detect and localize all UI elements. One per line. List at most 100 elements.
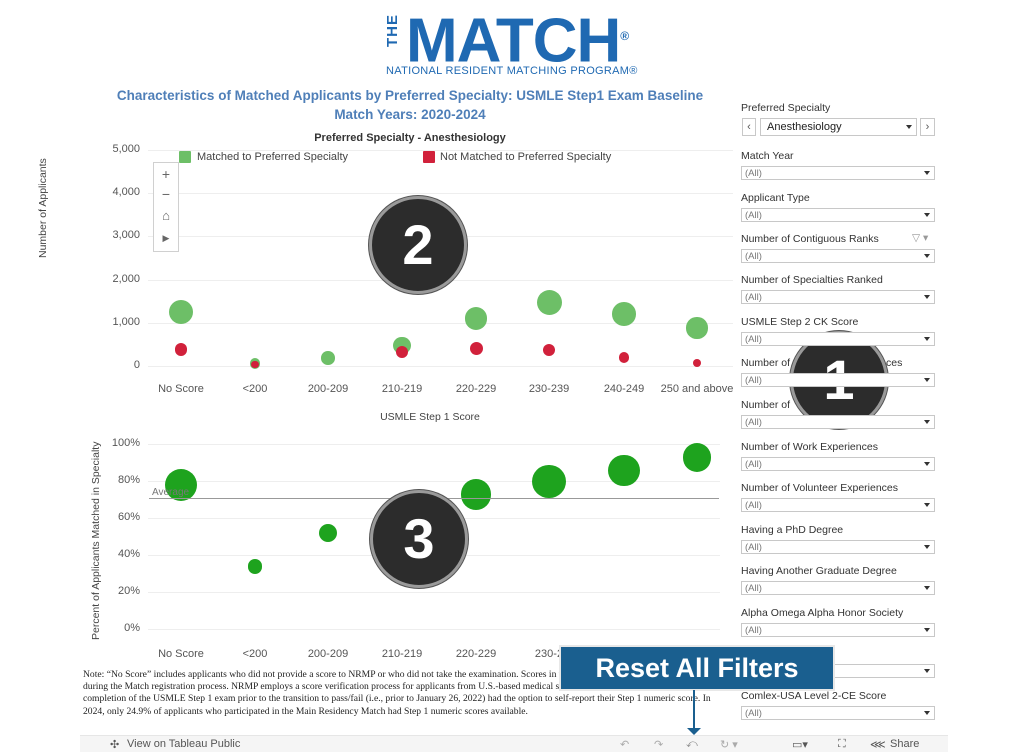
filter-select[interactable]: (All) bbox=[741, 290, 935, 304]
filter-label: Applicant Type bbox=[741, 192, 810, 204]
data-point[interactable] bbox=[251, 360, 259, 369]
filter-select[interactable]: (All) bbox=[741, 706, 935, 720]
data-point[interactable] bbox=[460, 479, 492, 510]
filter-select[interactable]: (All) bbox=[741, 249, 935, 263]
filter-options-icon[interactable]: ▽ ▾ bbox=[912, 232, 929, 244]
filter-label: Number of Specialties Ranked bbox=[741, 274, 883, 286]
chevron-down-icon bbox=[924, 171, 930, 175]
filter-select-value: (All) bbox=[745, 500, 762, 511]
filter-label: Number of bbox=[741, 357, 791, 369]
arrow-down-icon bbox=[693, 690, 695, 734]
match-logo: THE MATCH® NATIONAL RESIDENT MATCHING PR… bbox=[384, 8, 654, 78]
data-point[interactable] bbox=[536, 290, 562, 316]
data-point[interactable] bbox=[612, 302, 636, 326]
x-tick-label: 230-239 bbox=[528, 383, 570, 395]
data-point[interactable] bbox=[532, 464, 566, 499]
average-label: Average bbox=[152, 487, 190, 498]
filter-label: Number of Volunteer Experiences bbox=[741, 482, 899, 494]
data-point[interactable] bbox=[469, 342, 483, 356]
filter-select[interactable]: (All) bbox=[741, 373, 935, 387]
data-point[interactable] bbox=[686, 317, 708, 339]
revert-icon[interactable]: ⤺ bbox=[686, 738, 698, 750]
chevron-down-icon bbox=[924, 628, 930, 632]
filter-label: Number of Contiguous Ranks bbox=[741, 233, 879, 245]
data-point[interactable] bbox=[165, 469, 197, 501]
zoom-out-button[interactable]: − bbox=[161, 186, 171, 202]
filter-select-value: (All) bbox=[745, 334, 762, 345]
filter-select[interactable]: (All) bbox=[741, 623, 935, 637]
y-tick-label: 5,000 bbox=[112, 143, 140, 155]
annotation-badge-3: 3 bbox=[370, 490, 468, 588]
filter-select[interactable]: (All) bbox=[741, 166, 935, 180]
chevron-down-icon bbox=[924, 711, 930, 715]
legend-label-matched: Matched to Preferred Specialty bbox=[197, 151, 349, 163]
data-point[interactable] bbox=[682, 443, 712, 472]
chevron-down-icon bbox=[924, 669, 930, 673]
top-chart-xlabel: USMLE Step 1 Score bbox=[380, 411, 480, 423]
legend-swatch-matched bbox=[179, 151, 191, 163]
preferred-specialty-select[interactable]: Anesthesiology bbox=[760, 118, 917, 136]
data-point[interactable] bbox=[618, 352, 630, 363]
data-point[interactable] bbox=[608, 454, 640, 487]
x-tick-label: 210-219 bbox=[381, 648, 423, 660]
next-specialty-button[interactable]: › bbox=[920, 118, 935, 136]
x-tick-label: 200-209 bbox=[307, 648, 349, 660]
filter-select[interactable]: (All) bbox=[741, 208, 935, 222]
home-icon[interactable]: ⌂ bbox=[162, 208, 170, 223]
gridline bbox=[148, 366, 733, 367]
zoom-in-button[interactable]: + bbox=[161, 166, 171, 182]
share-icon[interactable]: ⋘ bbox=[870, 739, 886, 751]
filter-select[interactable]: (All) bbox=[741, 332, 935, 346]
data-point[interactable] bbox=[542, 343, 556, 357]
chevron-down-icon bbox=[924, 462, 930, 466]
dashboard-title-years: Match Years: 2020-2024 bbox=[334, 107, 486, 122]
chevron-down-icon bbox=[924, 295, 930, 299]
view-on-tableau-public-link[interactable]: View on Tableau Public bbox=[127, 738, 241, 750]
y-tick-label: 3,000 bbox=[112, 229, 140, 242]
x-tick-label: 200-209 bbox=[307, 383, 349, 395]
chevron-down-icon bbox=[924, 586, 930, 590]
data-point[interactable] bbox=[169, 300, 193, 324]
redo-icon[interactable]: ↷ bbox=[654, 739, 664, 751]
data-point[interactable] bbox=[174, 343, 188, 356]
filter-select[interactable]: (All) bbox=[741, 540, 935, 554]
y-tick-label: 1,000 bbox=[112, 315, 140, 328]
filter-select[interactable]: (All) bbox=[741, 581, 935, 595]
y-tick-label: 0% bbox=[124, 622, 140, 634]
x-tick-label: No Score bbox=[158, 383, 204, 395]
data-point[interactable] bbox=[247, 558, 263, 574]
data-point[interactable] bbox=[692, 358, 702, 368]
share-button[interactable]: Share bbox=[890, 738, 920, 750]
y-tick-label: 4,000 bbox=[112, 186, 140, 199]
filter-select-value: (All) bbox=[745, 459, 762, 470]
fullscreen-icon[interactable]: ⛶ bbox=[838, 738, 846, 750]
play-icon[interactable]: ▶ bbox=[162, 233, 170, 243]
refresh-icon[interactable]: ↻ ▾ bbox=[720, 739, 738, 751]
undo-icon[interactable]: ↶ bbox=[620, 739, 630, 751]
filter-label: Number of Work Experiences bbox=[741, 441, 878, 453]
filter-select[interactable]: (All) bbox=[741, 457, 935, 471]
data-point[interactable] bbox=[464, 307, 488, 331]
data-point[interactable] bbox=[318, 523, 338, 543]
chevron-down-icon bbox=[924, 503, 930, 507]
x-tick-label: 230-2 bbox=[534, 648, 564, 660]
gridline bbox=[148, 322, 733, 324]
data-point[interactable] bbox=[395, 346, 409, 359]
chevron-down-icon bbox=[924, 213, 930, 217]
filter-label: Match Year bbox=[741, 150, 794, 162]
filter-select-value: (All) bbox=[745, 583, 762, 594]
filter-select[interactable]: (All) bbox=[741, 498, 935, 512]
y-tick-label: 2,000 bbox=[112, 272, 140, 285]
comment-icon[interactable]: ▭▾ bbox=[792, 739, 808, 751]
annotation-badge-2: 2 bbox=[369, 196, 467, 294]
filter-select[interactable]: (All) bbox=[741, 415, 935, 429]
prev-specialty-button[interactable]: ‹ bbox=[742, 118, 756, 136]
map-zoom-controls: + − ⌂ ▶ bbox=[153, 162, 179, 252]
filter-label: Having a PhD Degree bbox=[741, 524, 844, 536]
filter-select-value: (All) bbox=[745, 625, 762, 636]
data-point[interactable] bbox=[321, 350, 335, 365]
filter-label: Having Another Graduate Degree bbox=[741, 565, 897, 577]
gridline bbox=[148, 193, 733, 195]
filter-select-value: (All) bbox=[745, 292, 762, 303]
filter-label: Number of bbox=[741, 399, 791, 411]
